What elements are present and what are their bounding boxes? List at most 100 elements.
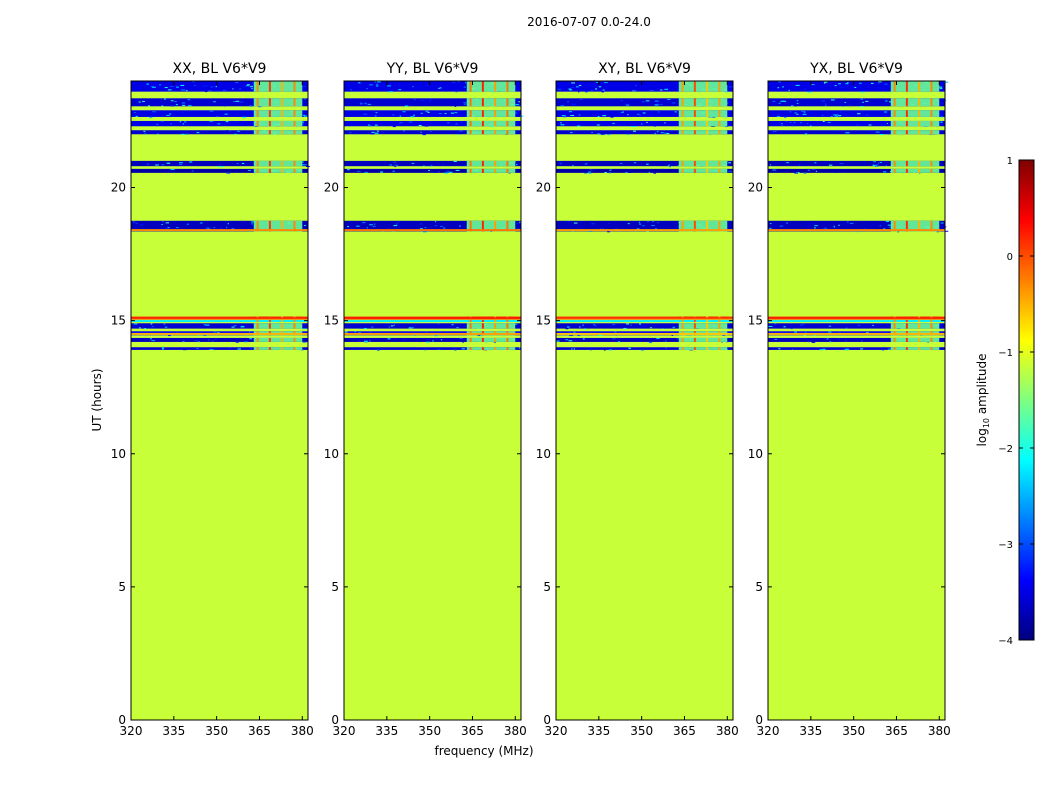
noise-speck	[642, 101, 645, 103]
noise-speck	[804, 332, 807, 334]
rfi-subband	[253, 320, 303, 322]
band-fill	[344, 337, 521, 342]
noise-speck	[577, 335, 580, 337]
noise-speck	[513, 323, 518, 325]
noise-speck	[419, 228, 423, 230]
rfi-stripe	[693, 81, 696, 92]
noisy-band	[556, 337, 733, 343]
y-tick-label: 10	[324, 447, 339, 461]
rfi-subband	[253, 81, 303, 92]
noise-speck	[374, 124, 378, 126]
noise-speck	[233, 121, 238, 123]
rfi-subband	[890, 320, 940, 322]
noise-speck	[185, 90, 188, 92]
noise-speck	[808, 225, 810, 227]
rfi-stripe	[469, 220, 472, 232]
noise-speck	[774, 338, 778, 340]
noise-speck	[150, 338, 152, 340]
rfi-stripe	[918, 347, 921, 350]
noise-speck	[571, 82, 575, 84]
noise-speck	[568, 88, 572, 90]
noise-speck	[232, 88, 234, 90]
noise-speck	[302, 114, 306, 116]
noise-speck	[165, 227, 169, 229]
noise-speck	[180, 84, 185, 86]
noise-speck	[648, 171, 650, 173]
noise-speck	[135, 115, 138, 117]
rfi-stripe	[681, 220, 684, 232]
noise-speck	[562, 116, 567, 118]
noise-speck	[824, 338, 827, 340]
noise-speck	[147, 105, 150, 107]
noise-speck	[586, 162, 588, 164]
noise-speck	[667, 99, 671, 101]
noise-speck	[393, 161, 397, 163]
noise-speck	[250, 85, 253, 87]
noise-speck	[846, 221, 849, 223]
noise-speck	[451, 81, 456, 83]
rfi-stripe	[281, 160, 284, 167]
noise-speck	[565, 339, 569, 341]
noise-speck	[610, 116, 614, 118]
noise-speck	[434, 225, 438, 227]
rfi-stripe	[930, 220, 933, 232]
noise-speck	[377, 349, 380, 351]
rfi-stripe	[693, 130, 696, 135]
noise-speck	[778, 81, 781, 83]
rfi-stripe	[268, 98, 271, 107]
rfi-stripe	[706, 320, 709, 322]
rfi-stripe	[681, 130, 684, 135]
noise-speck	[424, 125, 429, 127]
noise-speck	[493, 341, 496, 343]
noise-speck	[439, 225, 444, 227]
y-axis-label: UT (hours)	[90, 368, 104, 431]
noise-speck	[131, 170, 134, 172]
noise-speck	[861, 91, 865, 93]
noise-speck	[879, 225, 882, 227]
band-fill	[768, 81, 945, 92]
noise-speck	[641, 349, 644, 351]
noise-speck	[356, 225, 360, 227]
rfi-stripe	[506, 81, 509, 92]
rfi-subband	[678, 81, 728, 92]
noise-speck	[167, 162, 171, 164]
x-tick-label: 335	[375, 724, 398, 738]
rfi-stripe	[506, 160, 509, 167]
noise-speck	[561, 163, 564, 165]
noise-speck	[572, 348, 574, 350]
x-tick-label: 365	[885, 724, 908, 738]
noise-speck	[578, 91, 580, 93]
noisy-band	[556, 110, 733, 118]
noise-speck	[598, 334, 603, 336]
noise-speck	[445, 230, 447, 232]
noise-speck	[219, 164, 221, 166]
noise-speck	[300, 161, 304, 163]
rfi-stripe	[905, 347, 908, 350]
rfi-subband	[466, 120, 516, 127]
noise-speck	[560, 124, 565, 126]
x-tick-label: 335	[799, 724, 822, 738]
rfi-stripe	[281, 320, 284, 322]
noise-speck	[569, 334, 574, 336]
noise-speck	[462, 121, 464, 123]
band-fill	[768, 220, 945, 232]
noise-speck	[841, 169, 846, 171]
rfi-stripe	[469, 160, 472, 167]
noise-speck	[169, 86, 174, 88]
noise-speck	[225, 226, 228, 228]
noise-speck	[811, 341, 816, 343]
noise-speck	[301, 121, 305, 123]
rfi-stripe	[481, 110, 484, 117]
noise-speck	[164, 326, 168, 328]
rfi-stripe	[693, 347, 696, 350]
noise-speck	[425, 110, 429, 112]
noise-speck	[214, 223, 218, 225]
rfi-subband	[678, 220, 728, 232]
noise-speck	[444, 172, 449, 174]
noise-speck	[798, 164, 800, 166]
bright-row	[131, 229, 308, 232]
noise-speck	[254, 125, 258, 127]
noise-speck	[161, 105, 164, 107]
noisy-band	[556, 347, 733, 351]
rfi-stripe	[256, 323, 259, 329]
